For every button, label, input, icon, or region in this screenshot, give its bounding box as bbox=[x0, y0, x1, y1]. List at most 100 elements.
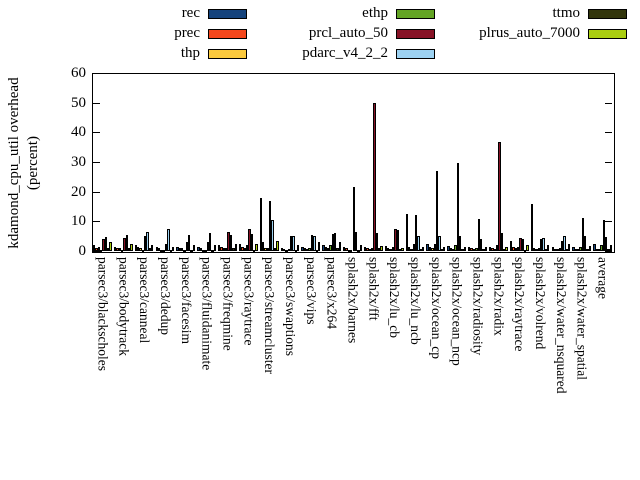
legend-swatch-thp bbox=[208, 49, 247, 59]
bar-ethp bbox=[183, 249, 186, 252]
bar-pdarc_v4_2_2 bbox=[396, 230, 399, 251]
bar-ethp bbox=[225, 248, 228, 251]
y-tick-mark bbox=[605, 102, 612, 104]
bar-thp bbox=[139, 248, 142, 251]
x-tick-label: splash2x/volrend bbox=[533, 257, 549, 350]
bar-plrus_auto_7000 bbox=[588, 245, 592, 251]
bar-pdarc_v4_2_2 bbox=[104, 236, 108, 251]
bar-prec bbox=[116, 248, 119, 251]
bar-rec bbox=[155, 246, 158, 251]
bar-thp bbox=[472, 248, 476, 251]
bar-ttmo bbox=[148, 248, 152, 251]
legend-label-pdarc_v4_2_2: pdarc_v4_2_2 bbox=[302, 45, 388, 61]
y-tick-label: 40 bbox=[71, 124, 86, 141]
x-tick-label: parsec3/fluidanimate bbox=[199, 257, 215, 371]
x-tick-label: splash2x/lu_ncb bbox=[408, 257, 424, 345]
bar-ethp bbox=[433, 243, 436, 251]
bar-rec bbox=[218, 245, 221, 251]
bar-ethp bbox=[600, 245, 603, 251]
bar-pdarc_v4_2_2 bbox=[271, 219, 274, 251]
bar-rec bbox=[509, 241, 513, 251]
bar-ttmo bbox=[190, 249, 193, 252]
bar-ttmo bbox=[232, 248, 235, 251]
bar-plrus_auto_7000 bbox=[401, 248, 404, 251]
y-tick-label: 10 bbox=[71, 213, 86, 230]
legend-swatch-ethp bbox=[396, 9, 435, 19]
bar-prcl_auto_50 bbox=[144, 236, 147, 251]
bar-plrus_auto_7000 bbox=[151, 245, 154, 251]
bar-plrus_auto_7000 bbox=[484, 246, 487, 251]
bar-plrus_auto_7000 bbox=[171, 246, 175, 251]
bar-prec bbox=[137, 246, 140, 251]
legend-swatch-ttmo bbox=[588, 9, 627, 19]
bar-pdarc_v4_2_2 bbox=[479, 239, 483, 251]
bar-pdarc_v4_2_2 bbox=[375, 232, 379, 251]
x-tick-label: splash2x/radix bbox=[491, 257, 507, 336]
bar-ttmo bbox=[523, 249, 527, 252]
bar-prcl_auto_50 bbox=[185, 242, 189, 251]
bar-plrus_auto_7000 bbox=[130, 243, 133, 251]
bar-plrus_auto_7000 bbox=[526, 245, 529, 251]
bar-prec bbox=[512, 247, 515, 251]
y-tick-label: 60 bbox=[71, 65, 86, 81]
bar-thp bbox=[577, 249, 580, 252]
y-tick-label: 30 bbox=[71, 154, 86, 170]
bar-pdarc_v4_2_2 bbox=[208, 233, 212, 251]
bar-pdarc_v4_2_2 bbox=[334, 233, 337, 251]
bar-ethp bbox=[475, 248, 478, 251]
bar-ttmo bbox=[107, 248, 110, 251]
bar-prcl_auto_50 bbox=[394, 228, 397, 251]
bar-prcl_auto_50 bbox=[206, 242, 209, 251]
bar-pdarc_v4_2_2 bbox=[125, 234, 128, 251]
bar-prcl_auto_50 bbox=[248, 228, 251, 251]
bar-pdarc_v4_2_2 bbox=[459, 236, 462, 251]
x-tick-label: parsec3/swaptions bbox=[282, 257, 298, 356]
bar-rec bbox=[468, 246, 471, 251]
bar-thp bbox=[431, 248, 434, 251]
bar-prcl_auto_50 bbox=[227, 231, 230, 251]
x-tick-label: splash2x/lu_cb bbox=[387, 257, 403, 338]
bar-prcl_auto_50 bbox=[415, 215, 418, 251]
y-axis-title: kdamond_cpu_util overhead (percent) bbox=[5, 53, 43, 273]
y-tick-mark bbox=[605, 191, 612, 193]
bar-thp bbox=[97, 247, 101, 251]
bar-rec bbox=[197, 246, 200, 251]
bar-prcl_auto_50 bbox=[602, 219, 605, 251]
bar-ethp bbox=[100, 249, 103, 252]
y-tick-mark bbox=[93, 132, 100, 134]
bar-plrus_auto_7000 bbox=[567, 244, 571, 251]
bar-ttmo bbox=[398, 248, 402, 251]
bar-pdarc_v4_2_2 bbox=[563, 236, 566, 251]
bar-ttmo bbox=[440, 249, 443, 252]
bar-rec bbox=[363, 246, 367, 251]
bar-plrus_auto_7000 bbox=[359, 245, 362, 251]
bar-ethp bbox=[412, 244, 415, 251]
legend-label-thp: thp bbox=[180, 45, 200, 61]
bar-prec bbox=[491, 248, 494, 251]
bar-prcl_auto_50 bbox=[477, 218, 480, 251]
bar-thp bbox=[243, 248, 246, 251]
bar-rec bbox=[301, 246, 304, 251]
bar-rec bbox=[322, 245, 325, 251]
bar-thp bbox=[201, 249, 205, 252]
bar-prcl_auto_50 bbox=[373, 102, 376, 251]
bar-pdarc_v4_2_2 bbox=[500, 233, 504, 251]
bar-prec bbox=[449, 248, 452, 251]
bar-thp bbox=[160, 249, 163, 252]
bar-prec bbox=[95, 248, 98, 251]
y-tick-mark bbox=[93, 73, 100, 74]
bar-ethp bbox=[537, 248, 541, 251]
bar-ttmo bbox=[419, 248, 423, 251]
bar-ttmo bbox=[586, 249, 589, 252]
legend-label-plrus_auto_7000: plrus_auto_7000 bbox=[479, 25, 580, 41]
bar-ttmo bbox=[273, 248, 277, 251]
bar-prec bbox=[407, 246, 411, 251]
bar-plrus_auto_7000 bbox=[422, 246, 425, 251]
bar-rec bbox=[280, 248, 283, 251]
bar-ttmo bbox=[127, 248, 131, 251]
bar-prec bbox=[470, 248, 473, 251]
bar-prec bbox=[178, 248, 182, 251]
x-tick-label: splash2x/barnes bbox=[345, 257, 361, 344]
bar-thp bbox=[410, 248, 413, 251]
x-tick-label: splash2x/ocean_ncp bbox=[449, 257, 465, 366]
